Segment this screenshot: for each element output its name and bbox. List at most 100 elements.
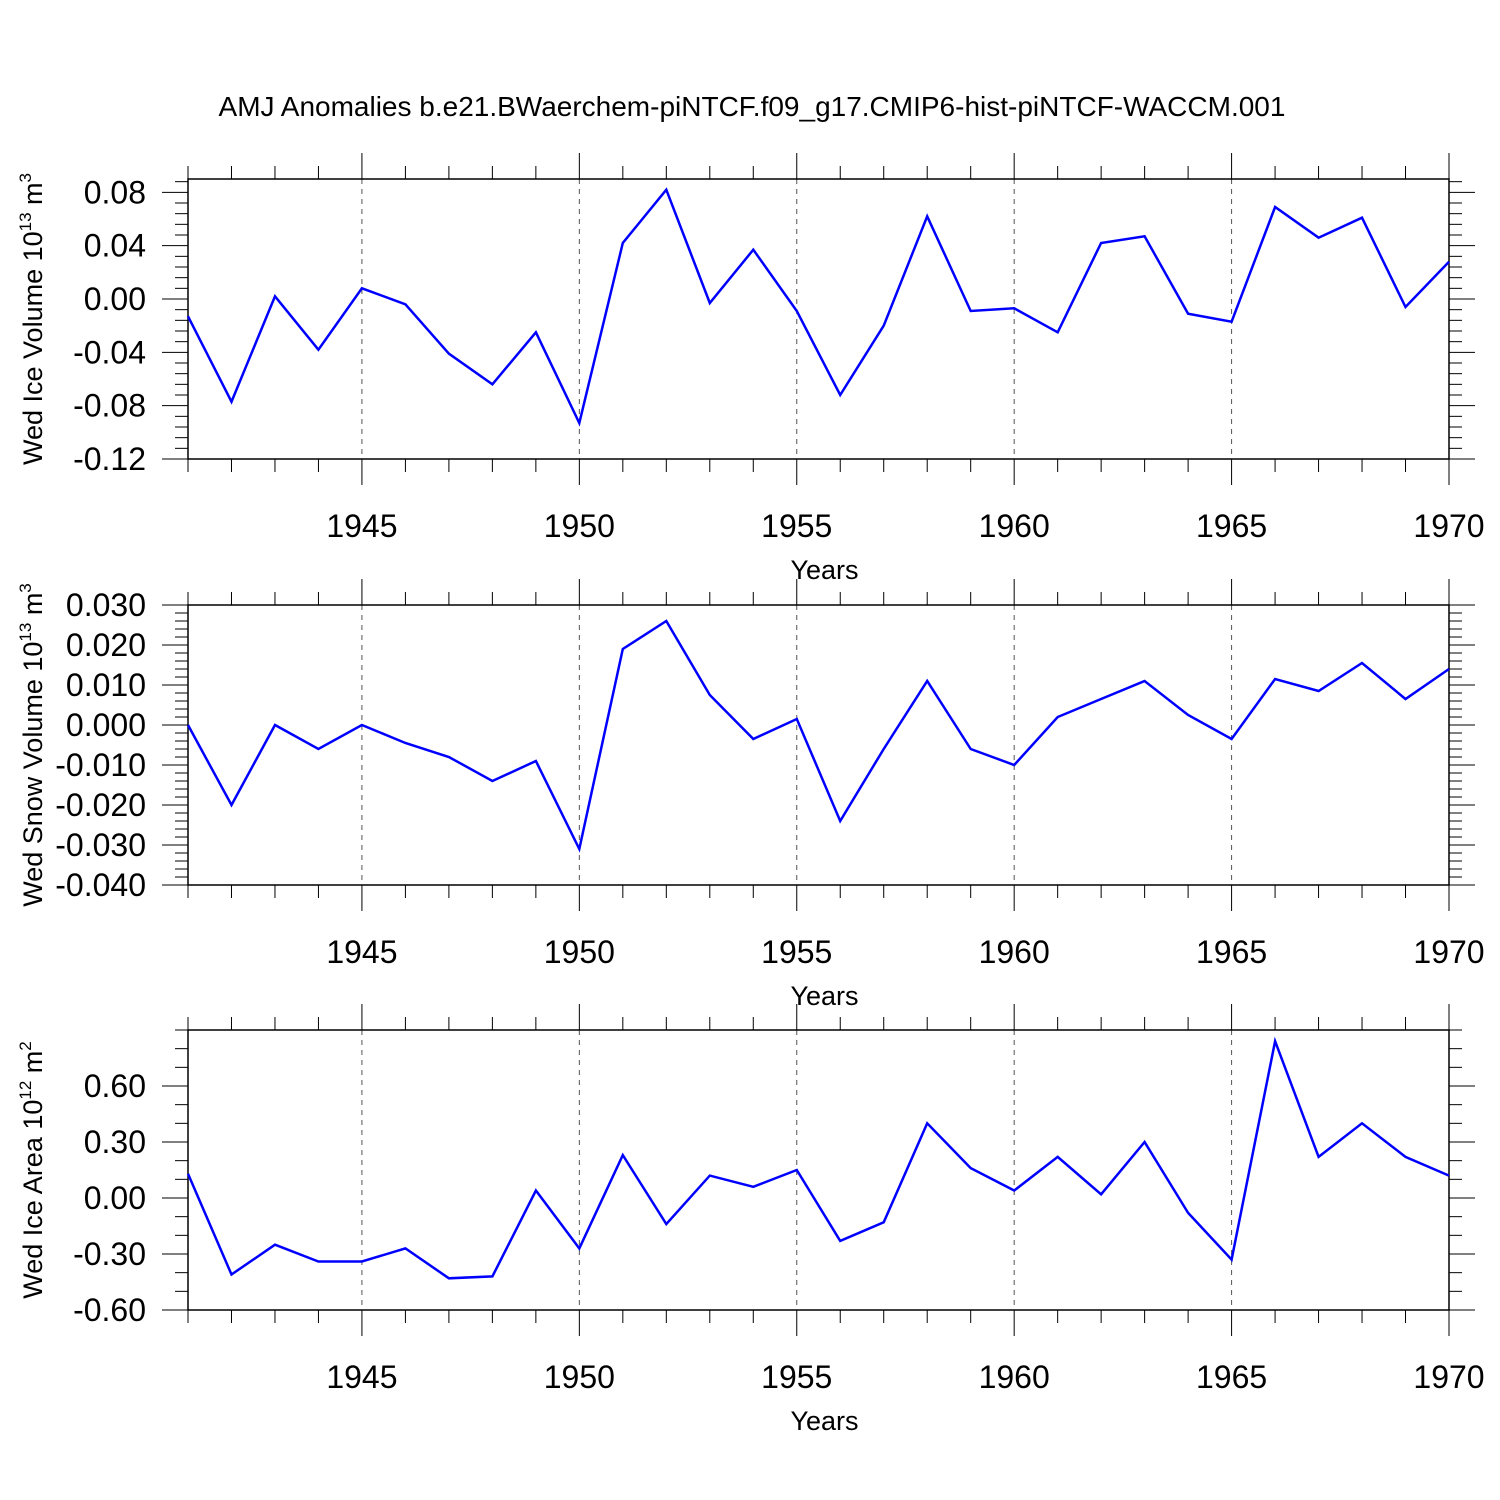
x-tick-label-1960: 1960 [979, 508, 1050, 544]
panels: 1945 1950 1955 1960 1965 1970 Years -0.12 -0.08 -… [16, 153, 1485, 1436]
x-tick-label-1950: 1950 [544, 1359, 615, 1395]
data-point-1949 [534, 759, 538, 763]
data-point-1961 [1056, 330, 1060, 334]
plot-frame [187, 604, 1450, 886]
data-point-1964 [1186, 312, 1190, 316]
data-point-1963 [1143, 1140, 1147, 1144]
data-point-1945 [360, 1259, 364, 1263]
y-tick-label: -0.010 [55, 747, 146, 783]
y-tick-label: 0.000 [66, 707, 146, 743]
data-point-1960 [1012, 1189, 1016, 1193]
data-point-1969 [1404, 305, 1408, 309]
data-point-1951 [621, 647, 625, 651]
y-tick-label: 0.020 [66, 627, 146, 663]
x-tick-label-1945: 1945 [326, 934, 397, 970]
data-point-1945 [360, 723, 364, 727]
data-point-1950 [577, 421, 581, 425]
y-tick-label: -0.04 [73, 334, 146, 370]
data-point-1970 [1447, 1174, 1451, 1178]
data-point-1951 [621, 1153, 625, 1157]
data-point-1970 [1447, 260, 1451, 264]
y-tick-label: -0.60 [73, 1292, 146, 1328]
y-tick-label: 0.010 [66, 667, 146, 703]
data-point-1955 [795, 309, 799, 313]
data-point-1962 [1099, 241, 1103, 245]
data-point-1959 [969, 309, 973, 313]
x-tick-label-1970: 1970 [1413, 1359, 1484, 1395]
data-point-1959 [969, 747, 973, 751]
x-tick-label-1950: 1950 [544, 508, 615, 544]
data-point-1951 [621, 241, 625, 245]
data-point-1943 [273, 294, 277, 298]
x-axis-label: Years [790, 1406, 858, 1436]
data-point-1957 [882, 747, 886, 751]
data-point-1952 [664, 188, 668, 192]
y-tick-label: 0.030 [66, 587, 146, 623]
y-tick-label: -0.08 [73, 388, 146, 424]
data-point-1943 [273, 723, 277, 727]
series-line-ice-area [186, 1036, 1450, 1280]
data-point-1942 [229, 1273, 233, 1277]
series-line-snow-volume [186, 619, 1450, 853]
x-tick-label-1970: 1970 [1413, 934, 1484, 970]
data-point-1966 [1273, 1039, 1277, 1043]
data-point-1958 [925, 214, 929, 218]
data-point-1967 [1317, 236, 1321, 240]
data-point-1941 [186, 1172, 190, 1176]
y-tick-label: 0.08 [84, 174, 146, 210]
figure-title: AMJ Anomalies b.e21.BWaerchem-piNTCF.f09… [219, 91, 1286, 122]
y-axis-label: Wed Snow Volume 1013 m3 [16, 583, 48, 907]
data-point-1969 [1404, 697, 1408, 701]
y-tick-label: -0.040 [55, 867, 146, 903]
data-point-1964 [1186, 1211, 1190, 1215]
data-point-1964 [1186, 713, 1190, 717]
y-tick-label: -0.30 [73, 1236, 146, 1272]
data-point-1961 [1056, 1155, 1060, 1159]
data-point-1941 [186, 723, 190, 727]
data-point-1945 [360, 286, 364, 290]
data-point-1970 [1447, 667, 1451, 671]
x-tick-label-1965: 1965 [1196, 508, 1267, 544]
data-point-1953 [708, 693, 712, 697]
data-point-1947 [447, 755, 451, 759]
data-point-1965 [1230, 1258, 1234, 1262]
data-point-1960 [1012, 306, 1016, 310]
y-tick-label: -0.030 [55, 827, 146, 863]
data-point-1949 [534, 330, 538, 334]
data-point-1956 [838, 1239, 842, 1243]
plot-frame [187, 1029, 1450, 1311]
data-point-1946 [403, 741, 407, 745]
data-point-1952 [664, 1222, 668, 1226]
data-point-1943 [273, 1243, 277, 1247]
x-axis-label: Years [790, 981, 858, 1011]
x-tick-label-1955: 1955 [761, 1359, 832, 1395]
data-point-1948 [490, 1274, 494, 1278]
x-axis-label: Years [790, 555, 858, 585]
data-point-1968 [1360, 661, 1364, 665]
y-tick-label: 0.04 [84, 228, 146, 264]
data-point-1944 [316, 348, 320, 352]
x-tick-label-1970: 1970 [1413, 508, 1484, 544]
x-tick-label-1960: 1960 [979, 1359, 1050, 1395]
data-point-1966 [1273, 677, 1277, 681]
y-tick-label: -0.12 [73, 441, 146, 477]
y-tick-label: -0.020 [55, 787, 146, 823]
panel-ice-volume: 1945 1950 1955 1960 1965 1970 Years -0.12 -0.08 -… [16, 153, 1485, 585]
data-point-1956 [838, 819, 842, 823]
x-tick-label-1955: 1955 [761, 934, 832, 970]
data-point-1957 [882, 1220, 886, 1224]
data-point-1952 [664, 619, 668, 623]
data-point-1942 [229, 803, 233, 807]
data-point-1966 [1273, 205, 1277, 209]
data-point-1946 [403, 302, 407, 306]
data-point-1958 [925, 679, 929, 683]
data-point-1949 [534, 1189, 538, 1193]
y-tick-label: 0.00 [84, 1180, 146, 1216]
data-point-1955 [795, 1168, 799, 1172]
data-point-1962 [1099, 1192, 1103, 1196]
y-tick-label: 0.30 [84, 1124, 146, 1160]
data-point-1957 [882, 324, 886, 328]
data-point-1953 [708, 1174, 712, 1178]
data-point-1967 [1317, 1155, 1321, 1159]
data-point-1946 [403, 1246, 407, 1250]
